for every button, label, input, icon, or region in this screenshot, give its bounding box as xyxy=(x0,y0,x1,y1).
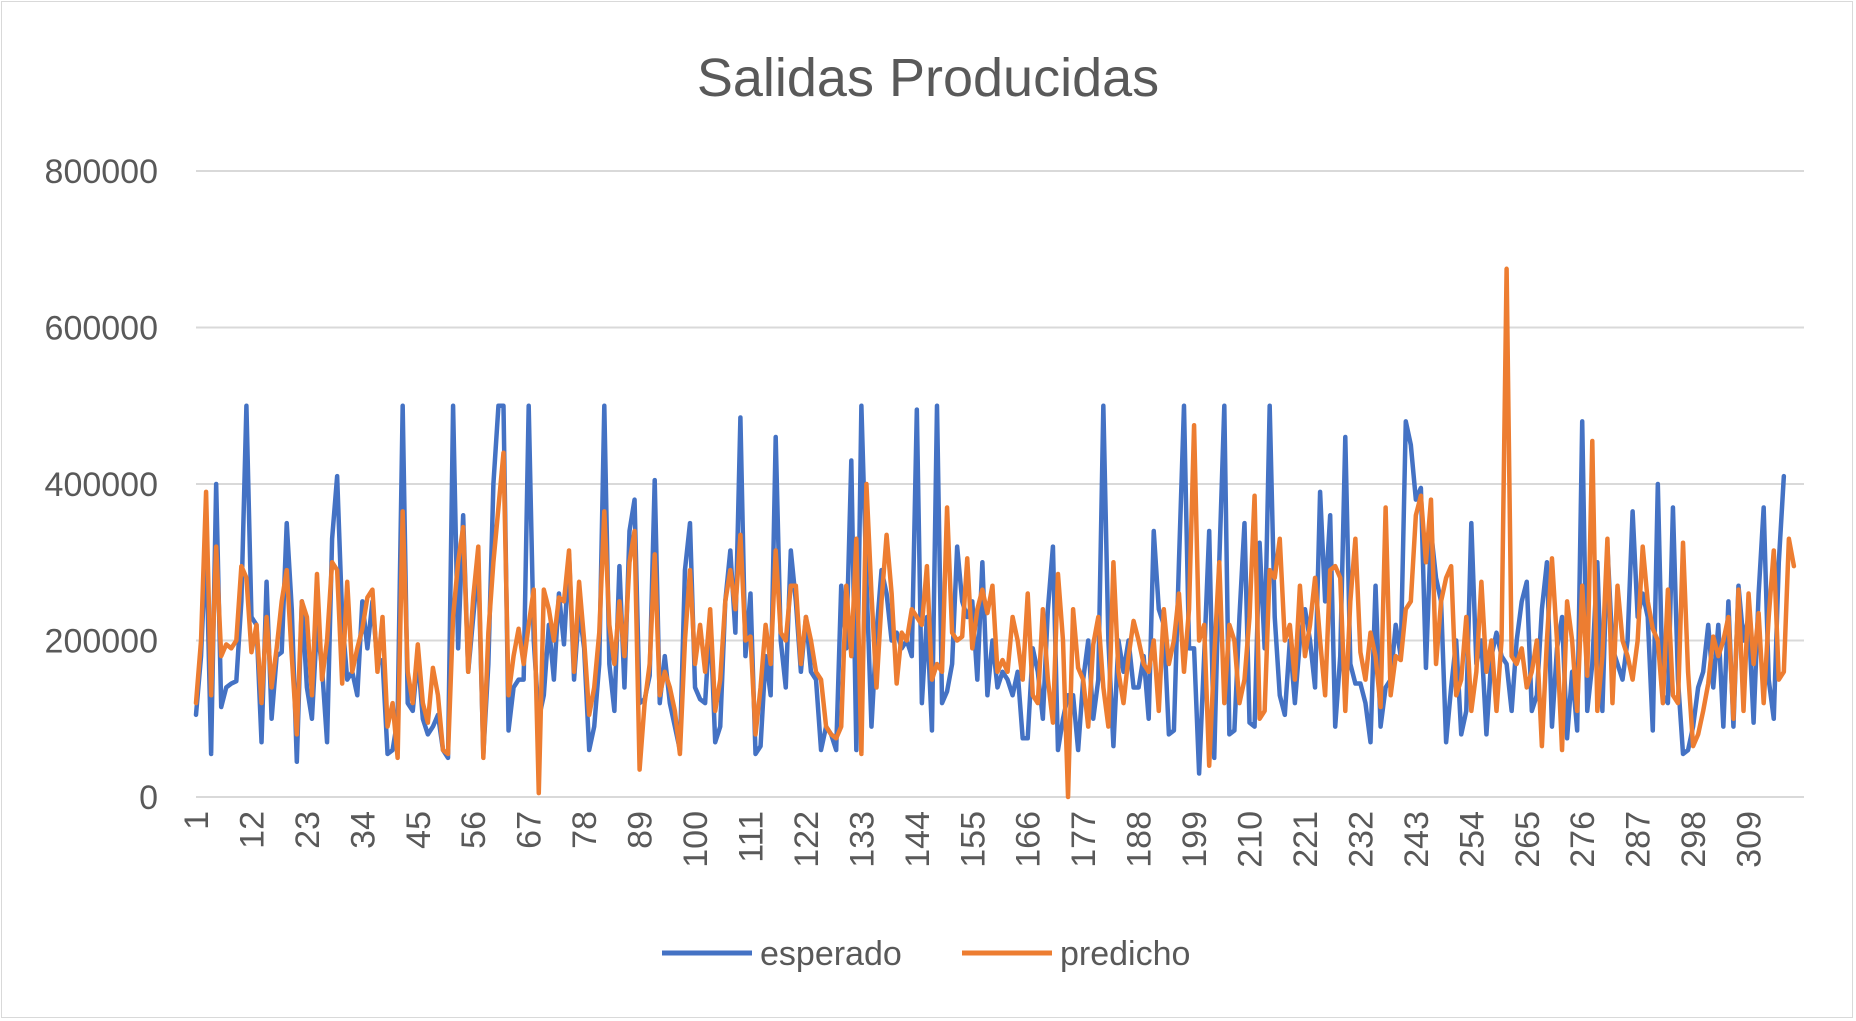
x-tick-label: 67 xyxy=(511,811,549,849)
x-tick-label: 287 xyxy=(1620,811,1658,868)
x-tick-label: 89 xyxy=(622,811,660,849)
y-tick-label: 0 xyxy=(139,779,158,817)
series-line-esperado xyxy=(193,403,1787,776)
x-tick-label: 12 xyxy=(233,811,271,849)
y-axis-labels: 0 200000 400000 600000 800000 xyxy=(45,153,158,817)
x-tick-label: 155 xyxy=(954,811,992,868)
x-tick-label: 166 xyxy=(1010,811,1048,868)
x-tick-label: 265 xyxy=(1509,811,1547,868)
x-tick-label: 122 xyxy=(788,811,826,868)
series-lines xyxy=(193,266,1797,800)
x-tick-label: 177 xyxy=(1065,811,1103,868)
x-tick-label: 309 xyxy=(1731,811,1769,868)
legend: esperado predicho xyxy=(662,935,1190,973)
y-tick-label: 600000 xyxy=(45,310,158,348)
x-tick-label: 78 xyxy=(566,811,604,849)
x-tick-label: 23 xyxy=(289,811,327,849)
x-axis-labels: 1 12 23 34 45 56 67 78 89 100 111 122 133 144 155 166 17… xyxy=(178,811,1769,868)
x-tick-label: 254 xyxy=(1453,811,1491,868)
x-tick-label: 188 xyxy=(1121,811,1159,868)
x-tick-label: 34 xyxy=(344,811,382,849)
x-tick-label: 199 xyxy=(1176,811,1214,868)
chart-title: Salidas Producidas xyxy=(697,48,1159,108)
x-tick-label: 210 xyxy=(1232,811,1270,868)
x-tick-label: 298 xyxy=(1675,811,1713,868)
y-tick-label: 400000 xyxy=(45,466,158,504)
y-tick-label: 200000 xyxy=(45,623,158,661)
x-tick-label: 243 xyxy=(1398,811,1436,868)
legend-label-esperado: esperado xyxy=(760,935,902,973)
x-tick-label: 100 xyxy=(677,811,715,868)
x-tick-label: 56 xyxy=(455,811,493,849)
x-tick-label: 111 xyxy=(732,811,770,863)
x-tick-label: 276 xyxy=(1564,811,1602,868)
x-tick-label: 1 xyxy=(178,811,216,830)
x-tick-label: 144 xyxy=(899,811,937,868)
series-line-predicho xyxy=(193,266,1797,800)
legend-label-predicho: predicho xyxy=(1060,935,1190,973)
x-tick-label: 221 xyxy=(1287,811,1325,868)
x-tick-label: 45 xyxy=(400,811,438,849)
y-tick-label: 800000 xyxy=(45,153,158,191)
x-tick-label: 232 xyxy=(1342,811,1380,868)
x-tick-label: 133 xyxy=(843,811,881,868)
